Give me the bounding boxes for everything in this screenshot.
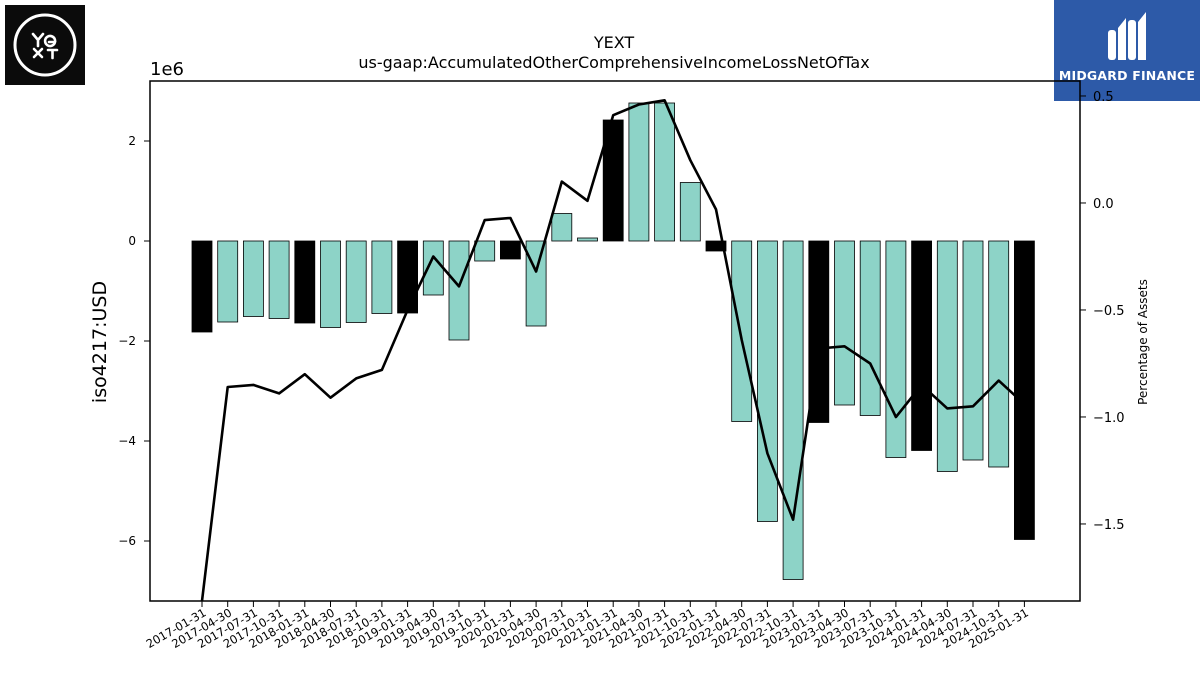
y-tick-label: 2 — [128, 134, 136, 148]
y2-tick-label: −1.5 — [1093, 518, 1125, 533]
bar — [422, 240, 444, 296]
y-tick-label: 0 — [128, 234, 136, 248]
bar — [757, 240, 778, 522]
bar — [705, 240, 727, 252]
bar — [885, 240, 907, 458]
bar — [345, 240, 367, 323]
bar — [499, 240, 521, 260]
bar — [551, 213, 573, 242]
y-scale-label: 1e6 — [150, 59, 184, 80]
yext-logo-mark — [13, 13, 77, 77]
y2-tick-label: −1.0 — [1093, 411, 1125, 426]
bar — [525, 240, 547, 327]
bar — [628, 102, 650, 242]
yext-logo — [5, 5, 85, 85]
bar — [320, 240, 341, 328]
y-axis-label: iso4217:USD — [89, 281, 111, 403]
y2-tick-label: −0.5 — [1093, 304, 1125, 319]
bar — [1014, 240, 1035, 540]
bar — [268, 240, 290, 319]
bar — [936, 240, 958, 472]
y2-tick-label: 0.5 — [1093, 90, 1114, 105]
y2-axis-label: Percentage of Assets — [1136, 279, 1150, 405]
bar — [911, 240, 932, 451]
bar — [294, 240, 316, 324]
bar — [602, 119, 624, 242]
y-tick-label: −2 — [118, 334, 136, 348]
bar — [397, 240, 419, 314]
midgard-finance-logo: MIDGARD FINANCE — [1054, 0, 1200, 101]
y-tick-label: −6 — [118, 534, 136, 548]
y2-tick-label: 0.0 — [1093, 197, 1114, 212]
chart-subtitle: us-gaap:AccumulatedOtherComprehensiveInc… — [358, 53, 869, 72]
bar — [654, 102, 675, 242]
bar — [191, 240, 213, 333]
bar — [242, 240, 264, 317]
y-tick-label: −4 — [118, 434, 136, 448]
bar — [577, 237, 598, 242]
bar — [371, 240, 393, 314]
bar — [782, 240, 804, 580]
bar — [834, 240, 855, 406]
midgard-logo-text: MIDGARD FINANCE — [1058, 68, 1196, 83]
chart-title: YEXT — [593, 33, 635, 52]
bar — [474, 240, 496, 262]
bar — [859, 240, 881, 416]
percentage-line — [200, 99, 1026, 601]
midgard-logo-mark — [1108, 12, 1146, 60]
bar — [962, 240, 984, 461]
bar — [217, 240, 239, 323]
bar — [448, 240, 470, 341]
bar — [988, 240, 1010, 468]
plot-area: 20−2−4−60.50.0−0.5−1.0−1.52017-01-312017… — [118, 80, 1125, 651]
bar — [679, 182, 701, 242]
bar — [731, 240, 753, 422]
